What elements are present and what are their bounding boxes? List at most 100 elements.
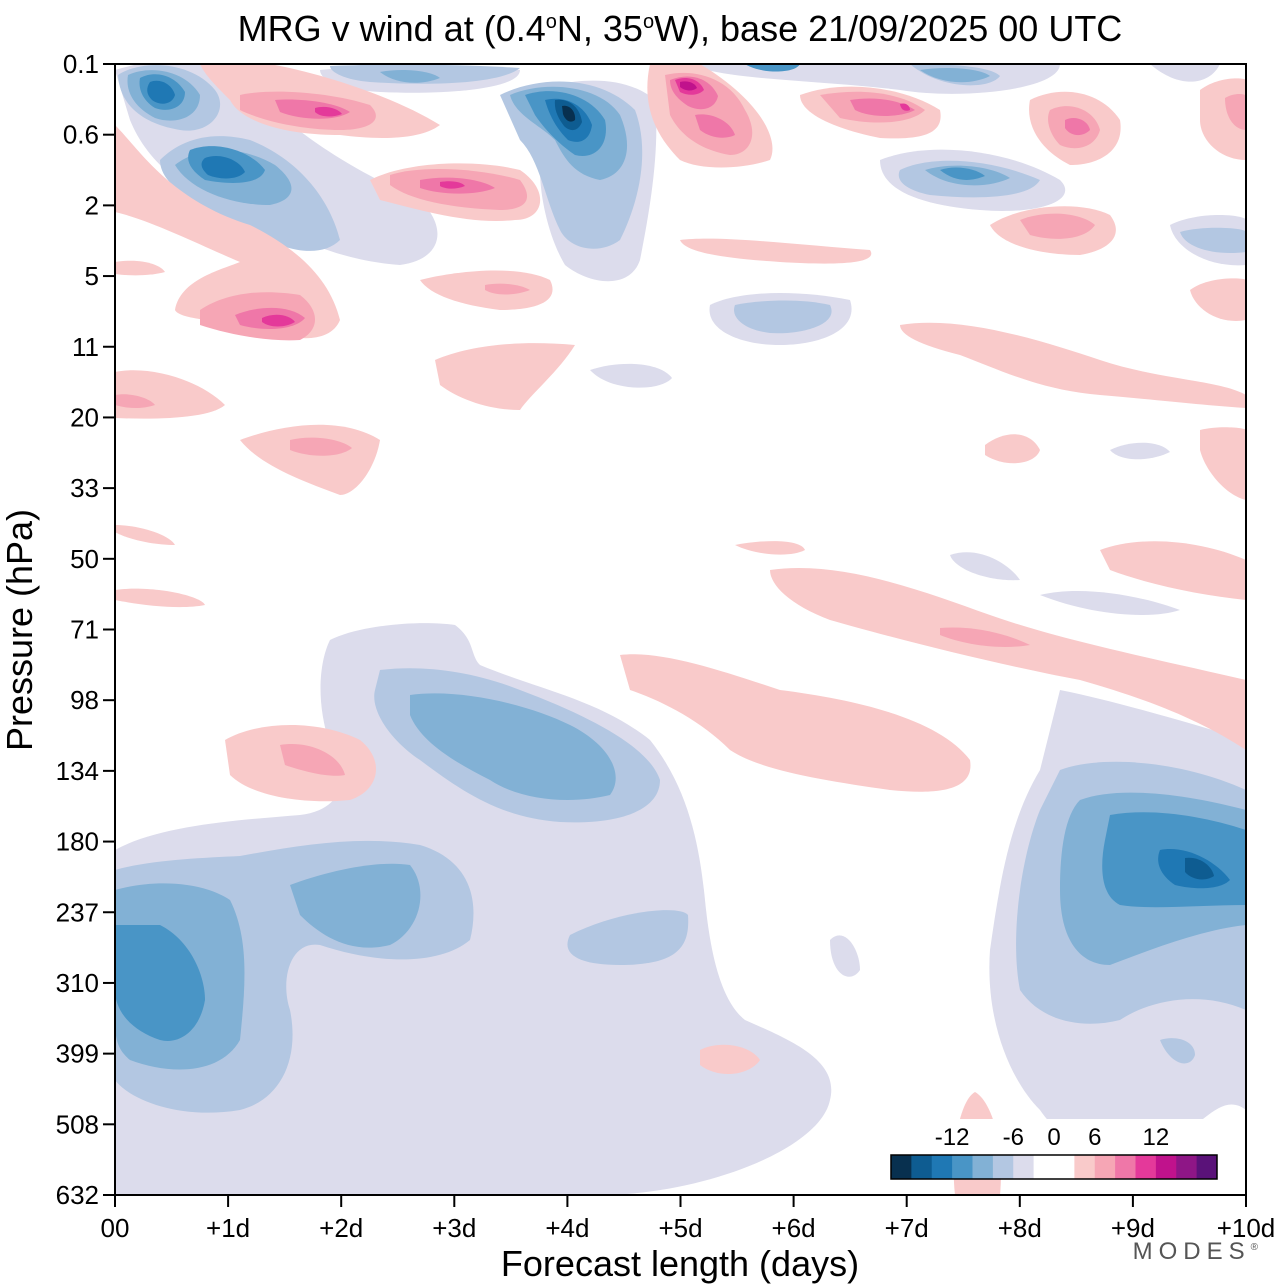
colorbar-tick-label: 6 <box>1088 1124 1101 1151</box>
contour-pos-weak <box>115 125 340 339</box>
y-tick-label: 71 <box>70 615 99 645</box>
contour-neg-12 <box>115 925 205 1041</box>
contour-neg-strong <box>410 693 616 800</box>
contour-neg-weak <box>950 552 1020 581</box>
contour-pos-weak <box>115 370 225 419</box>
colorbar-swatch <box>1013 1155 1035 1179</box>
x-tick-label: +4d <box>545 1213 589 1243</box>
x-tick-label: +9d <box>1111 1213 1155 1243</box>
modes-watermark: MODES® <box>1132 1238 1258 1265</box>
colorbar-swatch <box>911 1155 933 1179</box>
contour-neg-18 <box>1185 857 1214 880</box>
contour-neg-12 <box>745 64 800 72</box>
contour-pos-mod <box>1225 94 1246 130</box>
colorbar-swatch <box>1196 1155 1218 1179</box>
contour-neg-15 <box>147 80 175 104</box>
contour-neg-mod <box>734 300 832 334</box>
colorbar-tick-label: -12 <box>935 1124 970 1151</box>
contour-pos-12 <box>900 103 910 111</box>
contour-pos-mod <box>940 627 1030 647</box>
contour-pos-15 <box>680 81 697 91</box>
colorbar-swatch <box>972 1155 994 1179</box>
colorbar-swatch <box>1074 1155 1096 1179</box>
y-tick-label: 50 <box>70 544 99 574</box>
contour-pos-mod <box>290 437 352 456</box>
y-tick-label: 98 <box>70 685 99 715</box>
contour-neg-mod <box>567 910 689 965</box>
y-tick-label: 0.1 <box>63 49 99 79</box>
chart-title: MRG v wind at (0.4oN, 35oW), base 21/09/… <box>237 8 1123 49</box>
contour-neg-strong <box>380 70 440 83</box>
x-axis-label: Forecast length (days) <box>501 1243 859 1284</box>
colorbar-tick-label: 12 <box>1143 1124 1170 1151</box>
contour-neg-weak <box>1040 590 1180 615</box>
contour-pos-mod <box>1020 213 1095 239</box>
colorbar-swatch <box>891 1155 912 1179</box>
contour-neg-strong <box>290 863 421 948</box>
y-tick-label: 508 <box>56 1109 99 1139</box>
contour-pos-strong <box>695 114 735 138</box>
y-tick-label: 5 <box>85 261 99 291</box>
colorbar-tick-label: -6 <box>1003 1124 1024 1151</box>
x-axis: 00 +1d +2d +3d +4d +5d +6d +7d +8d +9d +10d <box>101 1195 1276 1243</box>
contour-pos-weak <box>115 525 175 545</box>
colorbar-swatch <box>1054 1155 1075 1179</box>
colorbar-frame <box>890 1154 1218 1180</box>
contour-pos-weak <box>680 238 872 264</box>
colorbar-swatch <box>1155 1155 1177 1179</box>
contour-pos-weak <box>435 343 575 410</box>
x-tick-label: 00 <box>101 1213 130 1243</box>
contour-pos-12 <box>315 106 342 117</box>
y-tick-label: 0.6 <box>63 120 99 150</box>
y-axis-label: Pressure (hPa) <box>0 509 40 751</box>
colorbar-swatch <box>931 1155 953 1179</box>
contour-fields <box>115 64 1246 1195</box>
y-tick-label: 134 <box>56 756 99 786</box>
y-tick-label: 20 <box>70 402 99 432</box>
contour-neg-weak <box>1150 64 1220 82</box>
contour-pos-mod <box>115 394 155 409</box>
contour-neg-weak <box>830 935 860 977</box>
y-tick-label: 180 <box>56 827 99 857</box>
y-tick-label: 33 <box>70 473 99 503</box>
contour-pos-mod <box>280 744 345 776</box>
contour-neg-18 <box>562 105 576 122</box>
contour-pos-strong <box>1065 118 1090 136</box>
contour-neg-12 <box>940 167 985 180</box>
contour-pos-weak <box>1190 278 1246 321</box>
x-tick-label: +8d <box>998 1213 1042 1243</box>
x-tick-label: +5d <box>658 1213 702 1243</box>
x-tick-label: +2d <box>319 1213 363 1243</box>
contour-neg-strong <box>920 68 990 83</box>
x-tick-label: +7d <box>885 1213 929 1243</box>
contour-neg-weak <box>1110 442 1170 460</box>
contour-pos-mod <box>485 283 530 295</box>
colorbar-swatch <box>1094 1155 1116 1179</box>
colorbar-tick-label: 0 <box>1047 1124 1060 1151</box>
colorbar-swatch <box>992 1155 1014 1179</box>
contour-pos-weak <box>1200 427 1246 500</box>
contour-pos-weak <box>770 568 1246 750</box>
y-tick-label: 399 <box>56 1039 99 1069</box>
x-tick-label: +6d <box>772 1213 816 1243</box>
contour-pos-weak <box>240 424 380 495</box>
contour-pos-weak <box>900 322 1246 408</box>
colorbar-swatch <box>1115 1155 1136 1179</box>
contour-pos-12 <box>262 314 295 327</box>
y-tick-label: 310 <box>56 968 99 998</box>
contour-pos-weak <box>115 588 205 608</box>
contour-pos-weak <box>115 260 165 276</box>
colorbar-swatch <box>1135 1155 1157 1179</box>
contour-pos-weak <box>1100 541 1246 600</box>
colorbar-swatch <box>952 1155 973 1179</box>
colorbar: -12 -6 0 6 12 <box>890 1119 1218 1180</box>
contour-neg-mod <box>1160 1038 1195 1064</box>
x-tick-label: +10d <box>1217 1213 1276 1243</box>
contour-neg-weak <box>590 363 672 388</box>
y-tick-label: 2 <box>85 190 99 220</box>
contour-pos-strong <box>850 98 915 116</box>
y-tick-label: 11 <box>72 332 99 362</box>
colorbar-swatch <box>1176 1155 1198 1179</box>
colorbar-swatch <box>1033 1155 1055 1179</box>
contour-pos-weak <box>620 654 971 792</box>
